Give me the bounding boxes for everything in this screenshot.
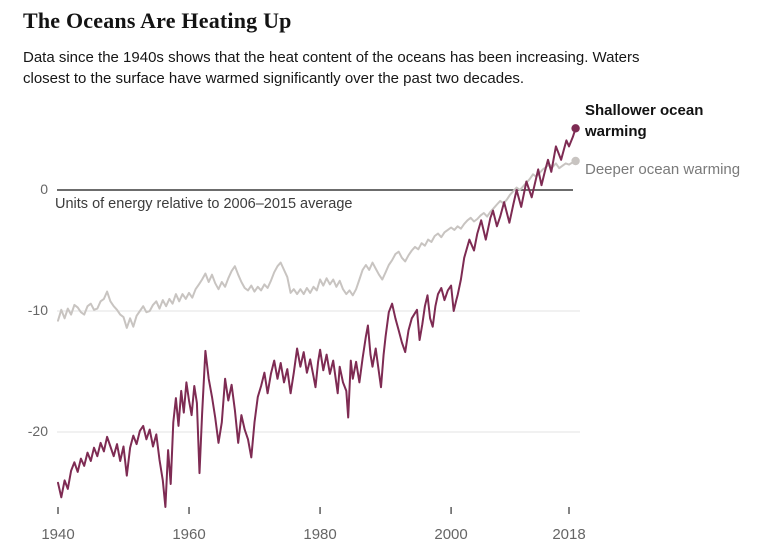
y-axis-tick-label-neg10: -10	[27, 302, 48, 318]
axis-units-annotation: Units of energy relative to 2006–2015 av…	[55, 196, 353, 212]
legend-shallower-label: Shallower ocean warming	[585, 102, 704, 140]
chart-subtitle-line-2: closest to the surface have warmed signi…	[23, 70, 525, 87]
legend-deeper-label: Deeper ocean warming	[585, 161, 741, 178]
x-axis-tick-label-2018: 2018	[552, 526, 586, 543]
series-end-dot-deeper	[571, 156, 580, 166]
chart-title: The Oceans Are Heating Up	[23, 8, 292, 33]
chart-subtitle-line-1: Data since the 1940s shows that the heat…	[23, 49, 640, 66]
series-line-shallower	[57, 127, 577, 508]
x-axis-tick-label-2000: 2000	[434, 526, 468, 543]
chart-subtitle: Data since the 1940s shows that the heat…	[23, 47, 738, 89]
x-axis-tick-label-1980: 1980	[303, 526, 337, 543]
y-axis-tick-label-neg20: -20	[27, 423, 48, 439]
x-axis-tick-label-1960: 1960	[172, 526, 206, 543]
y-axis-tick-label-0: 0	[40, 181, 48, 197]
x-axis-tick-label-1940: 1940	[41, 526, 75, 543]
series-end-dot-shallower	[571, 124, 580, 133]
series-line-deeper	[57, 160, 577, 329]
